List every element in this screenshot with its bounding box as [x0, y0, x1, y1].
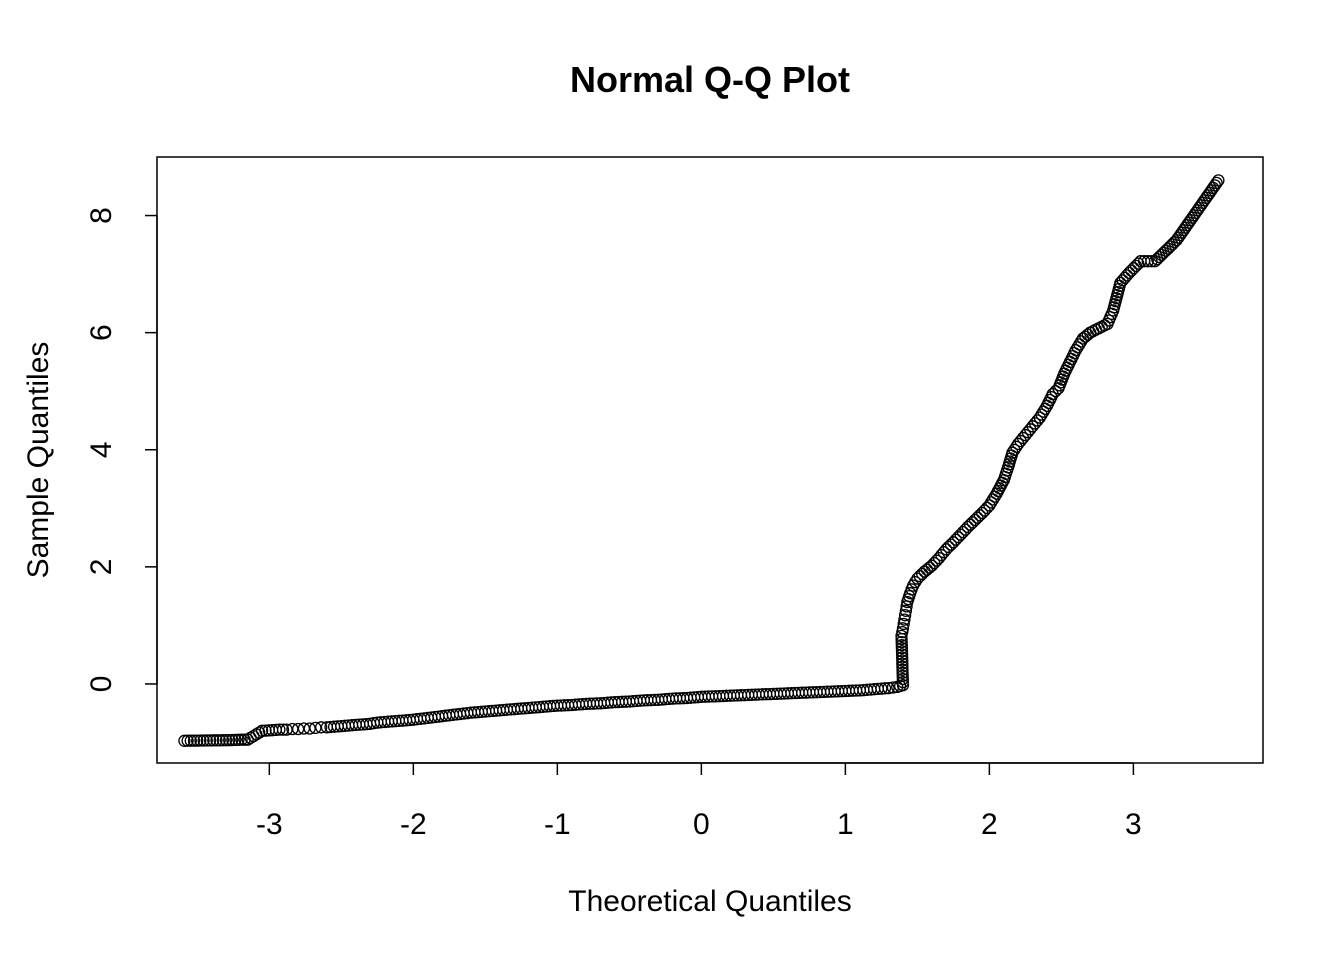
data-point: [1157, 246, 1170, 259]
data-point: [229, 733, 242, 747]
data-point: [207, 734, 220, 747]
data-point: [1210, 176, 1223, 190]
data-point: [1151, 252, 1164, 266]
y-tick-label: 6: [85, 324, 118, 341]
data-point: [1163, 240, 1177, 253]
data-point: [213, 734, 226, 747]
data-point: [315, 721, 328, 734]
data-point: [882, 681, 895, 695]
data-point: [898, 609, 912, 622]
data-point: [1161, 242, 1175, 255]
y-axis-title: Sample Quantiles: [22, 342, 55, 579]
data-point: [273, 723, 286, 736]
data-point: [895, 648, 909, 661]
data-point: [896, 651, 909, 664]
data-point: [255, 724, 269, 737]
data-point: [1212, 174, 1225, 187]
data-point: [235, 733, 248, 746]
x-tick-label: -1: [544, 808, 571, 841]
data-point: [276, 723, 290, 736]
data-point: [1145, 255, 1158, 268]
data-point: [187, 734, 201, 747]
data-point: [203, 734, 217, 747]
data-point: [896, 657, 909, 670]
data-point: [216, 734, 230, 747]
data-point: [896, 675, 910, 689]
data-point: [184, 734, 197, 747]
data-point: [253, 726, 266, 739]
data-point: [895, 635, 908, 649]
data-point: [1122, 266, 1136, 280]
data-point: [1129, 259, 1143, 273]
data-point: [178, 734, 191, 747]
data-point: [896, 666, 909, 679]
data-point: [200, 734, 213, 747]
data-point: [1159, 244, 1172, 257]
data-point: [1033, 411, 1046, 424]
data-point: [181, 734, 194, 747]
x-tick-label: -2: [400, 808, 427, 841]
data-point: [1073, 338, 1086, 351]
y-axis: 0 2 4 6 8: [85, 207, 158, 693]
data-point: [1141, 255, 1154, 268]
data-point: [1127, 262, 1140, 275]
data-point: [210, 734, 223, 747]
data-point: [896, 669, 909, 683]
x-tick-label: 1: [837, 808, 854, 841]
y-tick-label: 0: [85, 676, 118, 693]
data-point: [896, 654, 909, 667]
x-axis: -3 -2 -1 0 1 2 3: [256, 762, 1142, 841]
data-point: [232, 733, 245, 746]
data-point: [899, 604, 913, 617]
data-point: [223, 733, 236, 747]
data-point: [897, 617, 910, 631]
x-tick-label: 0: [693, 808, 710, 841]
data-point: [973, 509, 986, 522]
data-point: [896, 660, 909, 673]
data-point: [896, 663, 909, 676]
data-point: [226, 733, 239, 747]
data-point: [898, 613, 911, 626]
data-point: [895, 645, 909, 658]
data-point: [194, 734, 207, 747]
y-tick-label: 8: [85, 207, 118, 224]
data-point: [197, 734, 210, 747]
data-point: [895, 639, 908, 652]
data-point: [1071, 341, 1084, 354]
data-point: [983, 499, 996, 512]
data-point: [1155, 248, 1168, 262]
data-point: [896, 678, 910, 692]
y-tick-label: 4: [85, 441, 118, 458]
data-point: [219, 734, 233, 747]
data-point: [1148, 255, 1162, 268]
data-point: [896, 672, 909, 686]
x-axis-title: Theoretical Quantiles: [568, 885, 851, 918]
plot-frame: [156, 156, 1264, 764]
x-tick-label: -3: [256, 808, 283, 841]
y-tick-label: 2: [85, 559, 118, 576]
data-point: [878, 682, 892, 695]
chart-title: Normal Q-Q Plot: [570, 59, 850, 100]
data-point: [191, 734, 204, 747]
x-tick-label: 2: [981, 808, 998, 841]
data-point: [895, 642, 909, 655]
data-point: [1125, 264, 1138, 277]
data-points: [178, 174, 1225, 747]
data-point: [1153, 250, 1166, 264]
data-point: [896, 622, 910, 635]
data-point: [259, 724, 272, 737]
x-tick-label: 3: [1125, 808, 1142, 841]
data-point: [1132, 257, 1145, 270]
